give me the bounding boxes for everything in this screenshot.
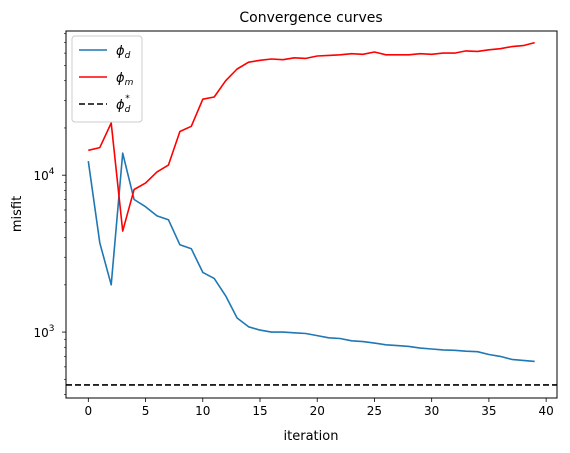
x-tick-label: 15 [252, 404, 267, 418]
legend-frame [71, 35, 143, 123]
x-tick-label: 10 [195, 404, 210, 418]
x-axis: 0 5 10 15 20 25 30 35 40 [84, 398, 554, 418]
x-tick-label: 20 [310, 404, 325, 418]
x-tick-label: 40 [538, 404, 553, 418]
series-m-line [88, 41, 535, 232]
legend-d-label: ϕd [116, 44, 131, 61]
legend-m-label: ϕm [116, 71, 134, 88]
x-tick-label: 25 [367, 404, 382, 418]
y-tick-label: 104 [33, 167, 54, 183]
x-axis-label: iteration [284, 429, 339, 444]
y-axis: 103 104 [33, 33, 66, 395]
x-tick-label: 0 [84, 404, 92, 418]
y-tick-label: 103 [33, 324, 54, 340]
legend-d-star-label: ϕd* [116, 94, 131, 115]
x-tick-label: 5 [142, 404, 150, 418]
series-d-line [87, 152, 535, 363]
plot-frame [65, 30, 558, 399]
chart-title: Convergence curves [239, 10, 382, 26]
plot-area [66, 41, 557, 386]
x-tick-label: 35 [481, 404, 496, 418]
x-tick-label: 30 [424, 404, 439, 418]
y-axis-label: misfit [10, 196, 25, 232]
legend: ϕd ϕm ϕd* [71, 35, 143, 123]
